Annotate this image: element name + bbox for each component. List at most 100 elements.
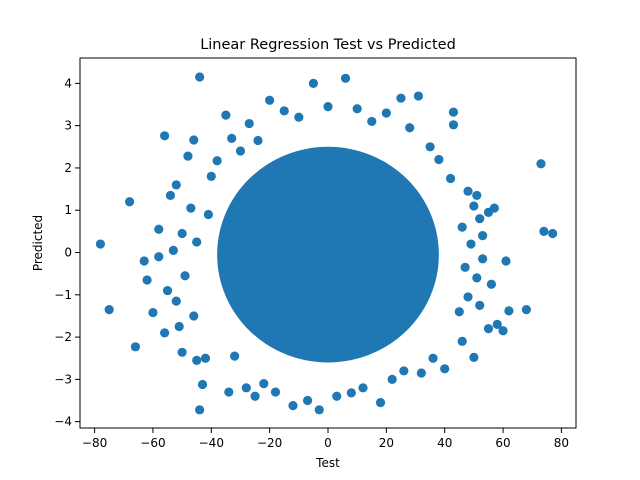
data-point: [189, 135, 199, 145]
data-point: [352, 104, 362, 114]
data-point: [454, 307, 464, 317]
data-point: [457, 336, 467, 346]
data-point: [235, 146, 246, 156]
data-point: [171, 296, 181, 306]
data-point: [171, 180, 181, 190]
y-tick-label: −3: [54, 372, 72, 386]
data-point: [154, 224, 164, 234]
data-point: [399, 366, 409, 376]
data-point: [425, 142, 435, 152]
data-point: [440, 364, 450, 374]
data-point: [294, 112, 304, 122]
data-point: [460, 262, 470, 272]
y-tick-label: 3: [64, 119, 72, 133]
data-point: [241, 383, 251, 393]
y-axis: −4 −3 −2 −1 0 1 2 3 4: [54, 76, 80, 429]
data-point: [367, 116, 377, 127]
data-point: [475, 300, 485, 310]
data-point: [466, 239, 476, 249]
data-point: [180, 271, 190, 281]
data-point: [279, 106, 289, 116]
data-point: [405, 123, 415, 133]
y-tick-label: 0: [64, 246, 72, 260]
data-point: [244, 118, 254, 129]
data-point: [195, 405, 205, 415]
data-point: [95, 239, 106, 249]
data-point: [203, 209, 213, 220]
y-tick-label: 4: [64, 76, 72, 90]
data-point: [189, 311, 199, 321]
data-point: [375, 398, 386, 408]
data-point: [416, 368, 426, 378]
x-tick-label: 80: [554, 436, 569, 450]
data-point: [381, 108, 391, 118]
data-point: [186, 203, 196, 213]
data-point: [270, 387, 281, 397]
data-point: [478, 254, 488, 264]
data-point: [475, 214, 485, 224]
data-point: [428, 353, 438, 363]
data-point: [212, 156, 222, 166]
data-point: [483, 207, 494, 217]
data-point: [192, 237, 202, 247]
x-tick-label: 60: [495, 436, 510, 450]
data-point: [536, 159, 546, 169]
data-point: [413, 91, 424, 101]
chart-title: Linear Regression Test vs Predicted: [200, 37, 456, 53]
data-point: [200, 353, 211, 363]
data-point: [197, 379, 208, 390]
data-point: [463, 186, 473, 196]
data-point: [445, 173, 456, 184]
data-point: [104, 305, 114, 315]
data-point: [253, 135, 263, 146]
data-point: [332, 391, 342, 401]
x-tick-label: 40: [437, 436, 452, 450]
x-axis: −80 −60 −40 −20 0 20 40 60 80: [82, 428, 569, 450]
data-point: [125, 197, 135, 207]
data-point: [486, 279, 496, 289]
points-layer: [95, 72, 558, 415]
data-point: [302, 395, 313, 406]
data-point: [139, 256, 149, 266]
data-point: [472, 190, 482, 201]
data-point: [130, 342, 141, 352]
data-point: [148, 307, 158, 318]
x-tick-label: −80: [82, 436, 107, 450]
data-point: [358, 383, 368, 393]
data-point: [387, 374, 397, 384]
data-point: [224, 387, 234, 397]
data-point: [160, 131, 170, 141]
data-point: [288, 400, 298, 411]
data-point: [230, 351, 240, 361]
x-tick-label: 0: [324, 436, 332, 450]
data-point: [340, 73, 351, 83]
x-tick-label: −60: [140, 436, 165, 450]
data-point: [448, 107, 459, 117]
y-tick-label: 1: [64, 203, 72, 217]
data-point: [434, 154, 444, 165]
data-point: [504, 306, 514, 316]
data-point: [498, 326, 508, 336]
data-point: [469, 201, 479, 211]
data-point: [195, 72, 205, 82]
data-point: [472, 273, 482, 283]
data-point: [174, 321, 184, 332]
data-point: [346, 388, 356, 398]
x-tick-label: −20: [257, 436, 282, 450]
data-point: [165, 190, 176, 201]
data-point: [539, 226, 549, 236]
y-tick-label: 2: [64, 161, 72, 175]
data-point: [548, 228, 558, 239]
data-point: [448, 120, 459, 130]
y-tick-label: −2: [54, 330, 72, 344]
data-point: [206, 171, 216, 181]
data-point: [308, 78, 319, 88]
y-axis-label: Predicted: [31, 215, 45, 271]
x-axis-label: Test: [315, 456, 340, 470]
data-point: [250, 391, 260, 401]
data-point: [396, 93, 406, 103]
data-point: [492, 319, 502, 329]
data-point: [463, 292, 473, 302]
data-point: [142, 275, 152, 285]
